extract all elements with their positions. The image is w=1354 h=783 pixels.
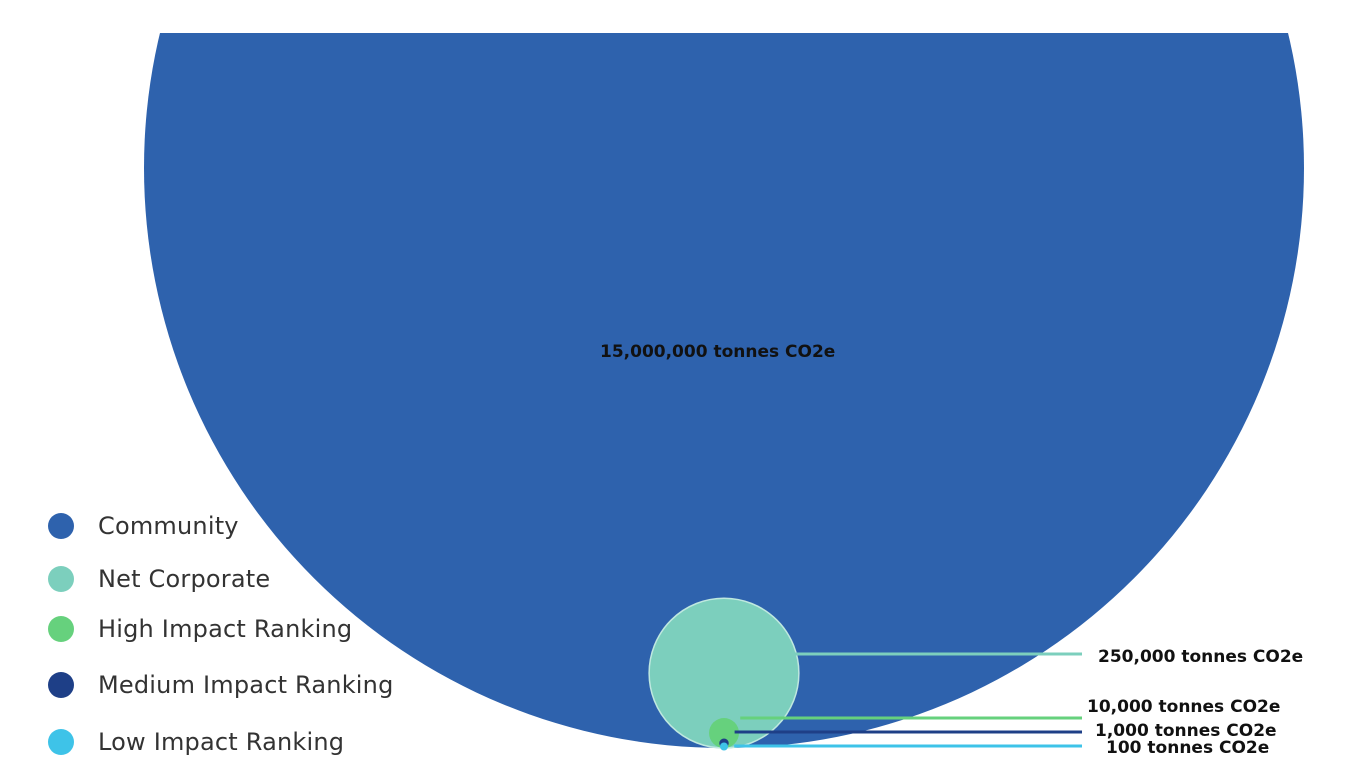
- legend-label-high-impact: High Impact Ranking: [98, 615, 353, 643]
- legend-item-net-corporate: Net Corporate: [48, 561, 270, 597]
- bubble-low-impact-ranking: [720, 742, 728, 751]
- bubble-high-impact-ranking: [709, 718, 739, 748]
- value-label-high-impact-ranking: 10,000 tonnes CO2e: [1087, 697, 1280, 717]
- value-label-low-impact-ranking: 100 tonnes CO2e: [1106, 738, 1269, 758]
- legend-item-high-impact: High Impact Ranking: [48, 611, 352, 647]
- legend-dot-high-impact-icon: [48, 616, 74, 642]
- legend-dot-low-impact-icon: [48, 729, 74, 755]
- legend-label-net-corporate: Net Corporate: [98, 565, 271, 593]
- legend-label-medium-impact: Medium Impact Ranking: [98, 671, 394, 699]
- bubble-community: [144, 0, 1304, 748]
- legend-dot-medium-impact-icon: [48, 672, 74, 698]
- legend-dot-net-corporate-icon: [48, 566, 74, 592]
- value-labels-group: 15,000,000 tonnes CO2e 250,000 tonnes CO2…: [600, 342, 1303, 758]
- bubbles-group: [0, 0, 1354, 751]
- legend-item-low-impact: Low Impact Ranking: [48, 724, 344, 760]
- legend-label-low-impact: Low Impact Ranking: [98, 728, 345, 756]
- value-label-medium-impact-ranking: 1,000 tonnes CO2e: [1095, 721, 1277, 741]
- value-label-net-corporate: 250,000 tonnes CO2e: [1098, 647, 1303, 667]
- leader-lines-group: [734, 652, 1082, 748]
- top-crop-band: [0, 0, 1354, 33]
- legend-dot-community-icon: [48, 513, 74, 539]
- legend-item-community: Community: [48, 508, 239, 544]
- value-label-community: 15,000,000 tonnes CO2e: [600, 342, 835, 362]
- legend-label-community: Community: [98, 512, 239, 540]
- legend-item-medium-impact: Medium Impact Ranking: [48, 667, 394, 703]
